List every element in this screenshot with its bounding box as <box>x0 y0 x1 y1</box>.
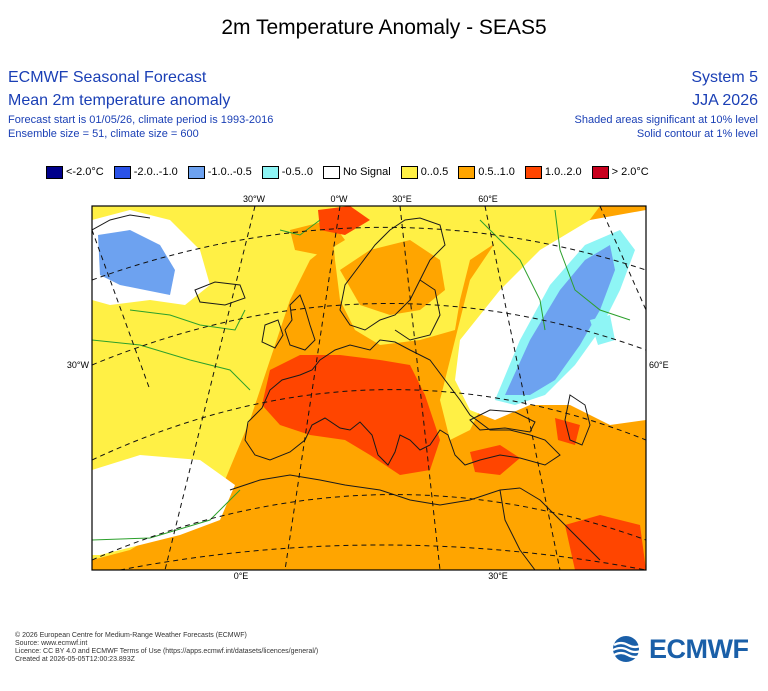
header-product-name: ECMWF Seasonal Forecast <box>8 69 207 86</box>
significance-contour <box>129 309 246 331</box>
coastline-baltic <box>394 279 441 341</box>
graticule-latitude <box>92 226 646 281</box>
anomaly-region-weak-cold <box>590 315 615 345</box>
legend-swatch <box>591 165 609 179</box>
header-significance: Shaded areas significant at 10% level <box>574 114 758 126</box>
legend-label: > 2.0°C <box>611 166 649 178</box>
graticule-meridian <box>484 206 561 570</box>
significance-contour <box>479 219 546 331</box>
graticule-latitude <box>119 544 646 570</box>
footer-copyright: © 2026 European Centre for Medium-Range … <box>15 632 247 639</box>
legend-item: 0..0.5 <box>400 165 449 179</box>
coastline-north-africa <box>229 474 521 506</box>
legend-label: 0.5..1.0 <box>478 166 515 178</box>
map-label-top: 0°W <box>330 194 348 204</box>
significance-contours <box>92 209 631 541</box>
map-label-bottom: 30°E <box>488 571 508 581</box>
legend: <-2.0°C -2.0..-1.0 -1.0..-0.5 -0.5..0 No… <box>46 164 659 180</box>
legend-item: 0.5..1.0 <box>458 165 515 179</box>
legend-swatch <box>458 165 476 179</box>
graticule-latitude <box>92 494 646 561</box>
legend-item: <-2.0°C <box>46 165 104 179</box>
footer-source: Source: www.ecmwf.int <box>15 640 88 647</box>
anomaly-region-strong-warm <box>565 515 646 570</box>
legend-swatch <box>113 165 131 179</box>
coastline-iceland <box>194 281 246 306</box>
ecmwf-logo: ECMWF <box>611 634 756 664</box>
graticule-meridian <box>399 206 441 570</box>
map-svg: 30°W 0°W 30°E 60°E 30°W 60°E 0°E 30°E <box>67 194 669 581</box>
coastline-europe <box>244 339 561 466</box>
anomaly-region-moderate-cold <box>505 245 615 395</box>
ecmwf-logo-icon <box>612 636 644 662</box>
coastline-black-sea <box>469 409 536 433</box>
graticule-latitude <box>92 389 646 461</box>
map-label-right: 60°E <box>649 360 669 370</box>
legend-item: No Signal <box>322 165 391 179</box>
graticule <box>92 206 646 570</box>
graticule-meridian <box>284 206 341 570</box>
coastline-middle-east <box>519 487 601 561</box>
map-label-top: 30°E <box>392 194 412 204</box>
map-label-top: 60°E <box>478 194 498 204</box>
page-title: 2m Temperature Anomaly - SEAS5 <box>221 16 547 39</box>
anomaly-region-strong-warm <box>262 355 440 475</box>
legend-label: 1.0..2.0 <box>544 166 582 178</box>
significance-contour <box>92 489 241 541</box>
graticule-meridian <box>92 229 151 391</box>
map-label-top: 30°W <box>243 194 266 204</box>
header-season: JJA 2026 <box>692 92 758 109</box>
map-label-bottom: 0°E <box>234 571 249 581</box>
legend-label: No Signal <box>342 166 391 178</box>
significance-contour <box>92 339 251 391</box>
header-parameter: Mean 2m temperature anomaly <box>8 92 231 109</box>
header-contour-note: Solid contour at 1% level <box>636 128 758 140</box>
legend-label: -2.0..-1.0 <box>133 166 178 178</box>
header-ensemble-size: Ensemble size = 51, climate size = 600 <box>8 128 199 140</box>
legend-swatch <box>322 165 340 179</box>
map-label-left: 30°W <box>67 360 90 370</box>
anomaly-region-moderate-warm <box>340 240 445 315</box>
legend-item: 1.0..2.0 <box>524 165 582 179</box>
legend-swatch <box>524 165 542 179</box>
legend-item: -2.0..-1.0 <box>113 165 178 179</box>
coastlines <box>92 214 601 570</box>
coastline-scandinavia <box>339 217 446 331</box>
legend-label: 0..0.5 <box>420 166 449 178</box>
legend-item: > 2.0°C <box>591 165 649 179</box>
legend-swatch <box>261 165 279 179</box>
graticule-meridian <box>599 206 646 311</box>
significance-contour <box>554 209 631 321</box>
header-system: System 5 <box>691 69 758 86</box>
anomaly-region-no-signal <box>92 455 235 555</box>
anomaly-region-moderate-cold <box>98 230 175 295</box>
legend-label: <-2.0°C <box>66 166 104 178</box>
coastline-greenland <box>92 214 151 231</box>
legend-label: -1.0..-0.5 <box>207 166 252 178</box>
significance-contour <box>279 219 321 236</box>
coastline-caspian <box>564 394 591 446</box>
coastline-great-britain <box>284 294 316 351</box>
graticule-latitude <box>92 303 646 366</box>
legend-swatch <box>400 165 418 179</box>
anomaly-region-strong-warm <box>470 445 520 475</box>
legend-item: -0.5..0 <box>261 165 313 179</box>
ecmwf-logo-text: ECMWF <box>649 633 749 664</box>
footer-credits: © 2026 European Centre for Medium-Range … <box>15 632 318 664</box>
header-forecast-start: Forecast start is 01/05/26, climate peri… <box>8 114 274 126</box>
legend-item: -1.0..-0.5 <box>187 165 252 179</box>
legend-label: -0.5..0 <box>281 166 313 178</box>
legend-swatch <box>187 165 205 179</box>
footer-created: Created at 2026-05-05T12:00:23.893Z <box>15 656 135 663</box>
anomaly-map: 30°W 0°W 30°E 60°E 30°W 60°E 0°E 30°E <box>0 190 768 590</box>
map-frame <box>91 205 647 571</box>
footer-licence: Licence: CC BY 4.0 and ECMWF Terms of Us… <box>15 648 319 655</box>
coastline-arabia <box>499 489 536 570</box>
coastline-ireland <box>261 319 284 349</box>
legend-swatch <box>46 165 63 179</box>
